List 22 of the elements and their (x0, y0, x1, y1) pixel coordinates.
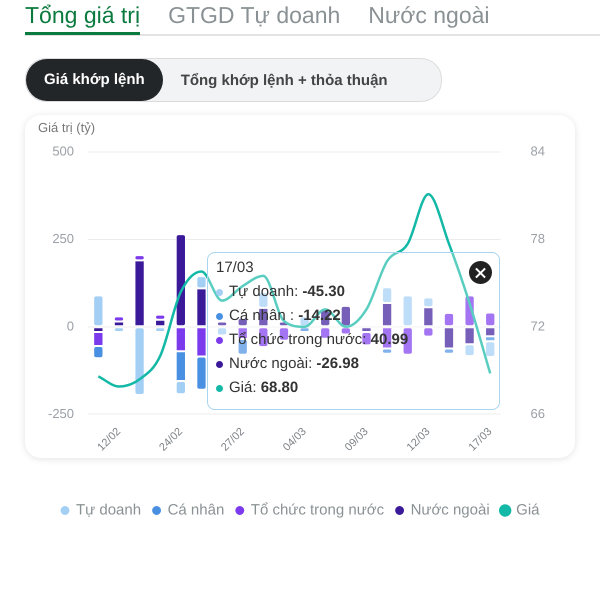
text: Giá khớp lệnh (26, 59, 163, 101)
y-axis-title: Giá trị (tỷ) (38, 120, 96, 136)
y2-tick-label: 72 (530, 318, 546, 334)
y-tick-label: -250 (48, 406, 74, 421)
y-tick-label: 0 (66, 318, 74, 334)
annotation: Nước ngoài: -26.98 (229, 355, 359, 372)
legend-label: Nước ngoài (410, 502, 490, 519)
text: GTGD Tự doanh (168, 1, 340, 30)
y-tick-label: 500 (52, 144, 74, 159)
legend-label: Tổ chức trong nước (250, 502, 385, 519)
y2-tick-label: 84 (530, 144, 546, 159)
annotation: Giá: 68.80 (229, 379, 298, 396)
legend-label: Giá (516, 502, 540, 519)
y2-tick-label: 66 (530, 406, 546, 421)
y2-tick-label: 78 (530, 230, 546, 246)
text: Tổng khớp lệnh + thỏa thuận (180, 72, 389, 88)
text: Nước ngoài (368, 1, 490, 30)
legend-label: Cá nhân (168, 502, 224, 519)
y-tick-label: 250 (52, 230, 74, 246)
text: Tổng giá trị (25, 0, 140, 35)
legend-label: Tự doanh (76, 502, 142, 519)
annotation: 17/03 (216, 259, 254, 276)
